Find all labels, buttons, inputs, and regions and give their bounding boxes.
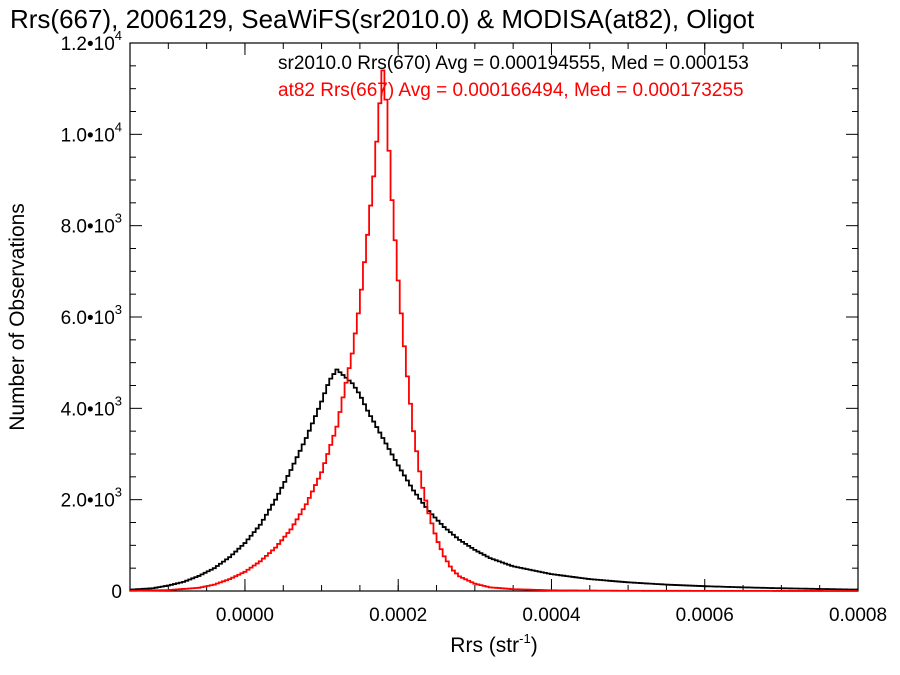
series-line-1 <box>130 69 858 592</box>
y-tick-label: 0 <box>111 582 122 603</box>
y-tick-mantissa: 4.0•10 <box>61 399 115 420</box>
y-tick-exponent: 3 <box>115 393 122 408</box>
histogram-series <box>130 69 858 592</box>
y-tick-label: 1.2•104 <box>61 28 122 55</box>
x-tick-label: 0.0008 <box>829 605 887 626</box>
y-tick-label: 8.0•103 <box>61 211 122 238</box>
y-tick-mantissa: 8.0•10 <box>61 217 115 238</box>
y-tick-exponent: 4 <box>115 119 122 134</box>
x-tick-label: 0.0006 <box>676 605 734 626</box>
y-tick-mantissa: 1.2•10 <box>61 34 115 55</box>
x-tick-label: 0.0004 <box>522 605 581 626</box>
y-tick-label: 1.0•104 <box>61 119 122 146</box>
x-axis-label-sup: -1 <box>519 631 531 646</box>
series-line-0 <box>130 368 858 591</box>
y-tick-mantissa: 1.0•10 <box>61 125 115 146</box>
y-tick-exponent: 3 <box>115 302 122 317</box>
x-axis-ticks: 0.0000 0.0002 0.0004 0.0006 0.0008 <box>129 43 887 626</box>
legend-entry-black: sr2010.0 Rrs(670) Avg = 0.000194555, Med… <box>278 53 749 74</box>
chart-title: Rrs(667), 2006129, SeaWiFS(sr2010.0) & M… <box>10 4 755 34</box>
y-tick-label: 6.0•103 <box>61 302 122 329</box>
plot-frame <box>129 42 859 592</box>
legend-entry-red: at82 Rrs(667) Avg = 0.000166494, Med = 0… <box>278 80 744 101</box>
y-tick-mantissa: 2.0•10 <box>61 491 115 512</box>
x-axis-label: Rrs (str-1) <box>450 631 537 657</box>
x-tick-label: 0.0002 <box>369 605 427 626</box>
y-tick-mantissa: 0 <box>111 582 122 603</box>
y-tick-label: 4.0•103 <box>61 393 122 420</box>
y-tick-exponent: 3 <box>115 211 122 226</box>
y-tick-exponent: 4 <box>115 28 122 43</box>
x-axis-label-main: Rrs (str <box>450 634 519 657</box>
x-tick-label: 0.0000 <box>216 605 274 626</box>
y-tick-exponent: 3 <box>115 485 122 500</box>
y-tick-mantissa: 6.0•10 <box>61 308 115 329</box>
y-axis-label: Number of Observations <box>6 203 29 431</box>
y-axis-ticks: 02.0•1034.0•1036.0•1038.0•1031.0•1041.2•… <box>61 28 858 603</box>
x-axis-label-close: ) <box>531 634 538 657</box>
y-tick-label: 2.0•103 <box>61 485 122 512</box>
